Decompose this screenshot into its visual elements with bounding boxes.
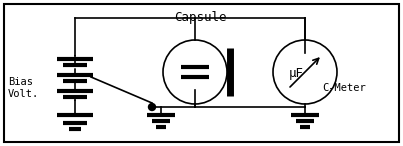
Text: μF: μF: [289, 67, 303, 80]
Circle shape: [148, 104, 156, 111]
Text: C-Meter: C-Meter: [322, 83, 366, 93]
Text: Capsule: Capsule: [174, 11, 226, 24]
Text: Bias
Volt.: Bias Volt.: [8, 77, 39, 99]
